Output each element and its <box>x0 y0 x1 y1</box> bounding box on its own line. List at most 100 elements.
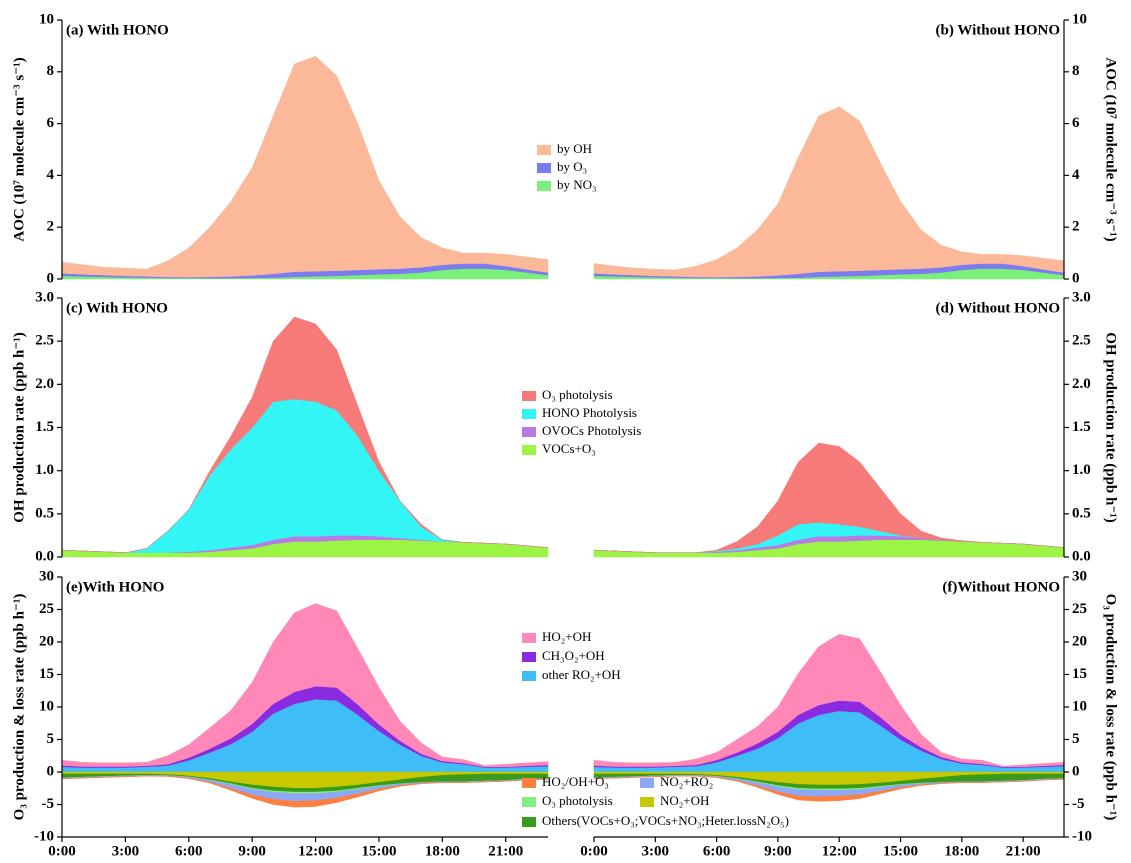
y-tick-label: 20 <box>1072 633 1087 649</box>
y-tick-label: 30 <box>1072 568 1087 584</box>
legend-swatch <box>522 778 536 788</box>
y-tick-label: -10 <box>34 828 54 844</box>
x-tick-label: 3:00 <box>642 843 670 859</box>
y-tick-label: 10 <box>39 698 54 714</box>
y-tick-label: 8 <box>47 63 55 79</box>
y-tick-label: 10 <box>1072 11 1087 27</box>
y-tick-label: 0.0 <box>1072 548 1091 564</box>
y-tick-label: 6 <box>47 115 55 131</box>
y-tick-label: -5 <box>42 796 55 812</box>
panel-title: (b) Without HONO <box>936 22 1060 38</box>
y-tick-label: 15 <box>1072 666 1087 682</box>
legend-label: Others(VOCs+O₃;VOCs+NO₃;Heter.lossN₂O₅) <box>542 813 789 828</box>
y-axis-label: AOC (10⁷ molecule cm⁻³ s⁻¹) <box>1103 57 1119 241</box>
y-tick-label: 30 <box>39 568 54 584</box>
x-tick-label: 0:00 <box>580 843 608 859</box>
legend-swatch <box>537 181 551 191</box>
x-tick-label: 15:00 <box>883 843 918 859</box>
y-tick-label: 8 <box>1072 63 1080 79</box>
y-tick-label: 15 <box>39 666 54 682</box>
legend-swatch <box>522 409 536 419</box>
y-tick-label: 4 <box>47 167 55 183</box>
y-tick-label: 0 <box>47 763 55 779</box>
legend-label: other RO₂+OH <box>542 667 621 682</box>
y-tick-label: 0 <box>1072 270 1080 286</box>
x-tick-label: 0:00 <box>48 843 76 859</box>
y-tick-label: 10 <box>39 11 54 27</box>
y-tick-label: 2.0 <box>1072 376 1091 392</box>
y-tick-label: 5 <box>47 731 55 747</box>
legend-label: NO₂+OH <box>660 793 709 808</box>
y-tick-label: 2.0 <box>35 376 54 392</box>
x-tick-label: 9:00 <box>238 843 266 859</box>
panel-title: (c) With HONO <box>66 300 168 316</box>
legend-swatch <box>640 797 654 807</box>
y-tick-label: 6 <box>1072 115 1080 131</box>
legend-swatch <box>522 633 536 643</box>
y-axis-label: O₃ production & loss rate (ppb h⁻¹) <box>1103 594 1119 821</box>
legend-label: NO₂+RO₂ <box>660 774 713 789</box>
y-tick-label: 4 <box>1072 167 1080 183</box>
y-axis-label: OH production rate (ppb h⁻¹) <box>11 332 27 523</box>
y-axis-label: AOC (10⁷ molecule cm⁻³ s⁻¹) <box>11 57 27 241</box>
y-tick-label: -10 <box>1072 828 1092 844</box>
legend-swatch <box>522 445 536 455</box>
area <box>61 775 549 808</box>
legend-swatch <box>522 427 536 437</box>
area <box>593 106 1065 278</box>
legend-label: O₃ photolysis <box>542 793 613 808</box>
legend-label: by NO₃ <box>557 177 597 192</box>
x-tick-label: 9:00 <box>764 843 792 859</box>
x-tick-label: 12:00 <box>822 843 857 859</box>
y-tick-label: 2 <box>1072 219 1080 235</box>
y-tick-label: 0.5 <box>1072 505 1091 521</box>
legend-swatch <box>640 778 654 788</box>
y-tick-label: 0.0 <box>35 548 54 564</box>
y-tick-label: 2.5 <box>35 333 54 349</box>
y-axis-label: O₃ production & loss rate (ppb h⁻¹) <box>11 594 27 821</box>
y-tick-label: 20 <box>39 633 54 649</box>
panel-title: (e)With HONO <box>66 579 164 595</box>
y-tick-label: 3.0 <box>1072 289 1091 305</box>
x-tick-label: 21:00 <box>488 843 523 859</box>
legend-label: HO₂/OH+O₃ <box>542 774 609 789</box>
legend-label: HO₂+OH <box>542 629 591 644</box>
legend-swatch <box>522 652 536 662</box>
y-tick-label: 2 <box>47 219 55 235</box>
legend-label: by OH <box>557 141 592 156</box>
area <box>61 56 549 278</box>
y-axis-label: OH production rate (ppb h⁻¹) <box>1103 332 1119 523</box>
area <box>61 398 549 553</box>
x-tick-label: 3:00 <box>112 843 140 859</box>
y-tick-label: 25 <box>39 601 54 617</box>
legend-label: O₃ photolysis <box>542 387 613 402</box>
legend-swatch <box>522 797 536 807</box>
x-tick-label: 6:00 <box>703 843 731 859</box>
y-tick-label: 10 <box>1072 698 1087 714</box>
y-tick-label: 0.5 <box>35 505 54 521</box>
legend-label: OVOCs Photolysis <box>542 423 641 438</box>
legend-swatch <box>537 163 551 173</box>
y-tick-label: 2.5 <box>1072 333 1091 349</box>
x-tick-label: 6:00 <box>175 843 203 859</box>
y-tick-label: 1.0 <box>1072 462 1091 478</box>
panel-title: (a) With HONO <box>66 22 169 38</box>
y-tick-label: 3.0 <box>35 289 54 305</box>
area <box>61 316 549 553</box>
legend-label: VOCs+O₃ <box>542 441 596 456</box>
y-tick-label: 1.0 <box>35 462 54 478</box>
y-tick-label: 1.5 <box>1072 419 1091 435</box>
y-tick-label: 1.5 <box>35 419 54 435</box>
legend-swatch <box>522 671 536 681</box>
y-tick-label: 0 <box>47 270 55 286</box>
x-tick-label: 18:00 <box>944 843 979 859</box>
legend-label: by O₃ <box>557 159 587 174</box>
legend-label: HONO Photolysis <box>542 405 637 420</box>
panel-title: (f)Without HONO <box>942 579 1060 595</box>
legend-swatch <box>522 817 536 827</box>
x-tick-label: 18:00 <box>425 843 460 859</box>
area <box>61 698 549 773</box>
area <box>61 603 549 768</box>
x-tick-label: 21:00 <box>1006 843 1041 859</box>
